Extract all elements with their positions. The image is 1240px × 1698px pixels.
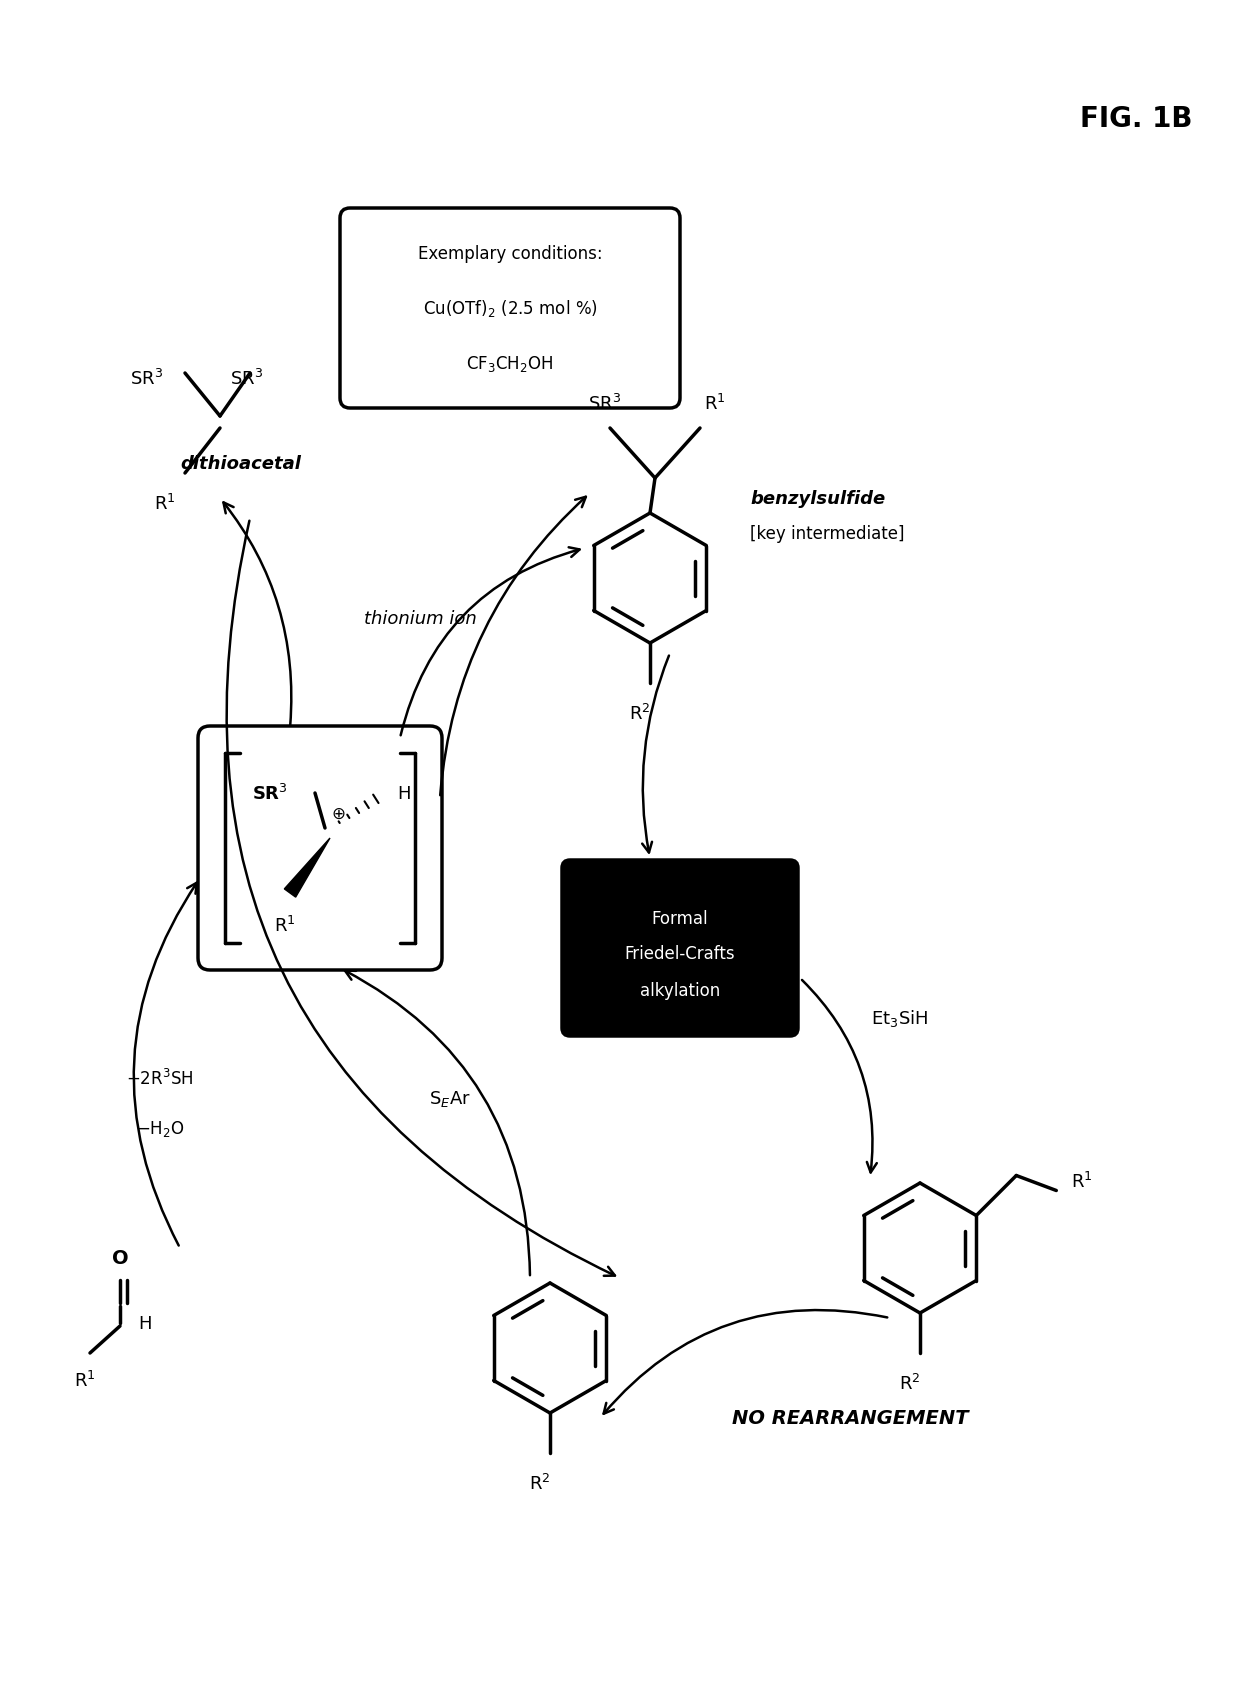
Text: SR$^3$: SR$^3$ [130, 368, 164, 389]
FancyBboxPatch shape [198, 727, 441, 971]
Text: O: O [112, 1248, 128, 1268]
Text: FIG. 1B: FIG. 1B [1080, 105, 1193, 132]
Polygon shape [284, 839, 330, 898]
Text: Et$_3$SiH: Et$_3$SiH [872, 1009, 929, 1029]
Text: R$^2$: R$^2$ [899, 1374, 921, 1394]
Text: alkylation: alkylation [640, 981, 720, 1000]
Text: H: H [138, 1314, 151, 1333]
Text: S$_E$Ar: S$_E$Ar [429, 1088, 471, 1109]
Text: thionium ion: thionium ion [363, 610, 476, 628]
Text: R$^2$: R$^2$ [629, 703, 651, 723]
Text: Exemplary conditions:: Exemplary conditions: [418, 245, 603, 263]
Text: SR$^3$: SR$^3$ [229, 368, 263, 389]
Text: R$^1$: R$^1$ [154, 494, 176, 514]
Text: [key intermediate]: [key intermediate] [750, 525, 904, 543]
Text: Formal: Formal [652, 910, 708, 927]
Text: CF$_3$CH$_2$OH: CF$_3$CH$_2$OH [466, 353, 554, 374]
Text: $-$H$_2$O: $-$H$_2$O [135, 1119, 185, 1138]
Text: +2R$^3$SH: +2R$^3$SH [126, 1068, 193, 1088]
Text: SR$^3$: SR$^3$ [589, 394, 621, 414]
Text: benzylsulfide: benzylsulfide [750, 489, 885, 508]
Text: NO REARRANGEMENT: NO REARRANGEMENT [732, 1409, 968, 1428]
Text: R$^2$: R$^2$ [529, 1474, 551, 1493]
Text: H: H [397, 784, 410, 803]
Text: Cu(OTf)$_2$ (2.5 mol %): Cu(OTf)$_2$ (2.5 mol %) [423, 299, 598, 319]
Text: R$^1$: R$^1$ [1071, 1170, 1092, 1190]
FancyBboxPatch shape [340, 209, 680, 409]
Text: Friedel-Crafts: Friedel-Crafts [625, 944, 735, 963]
Text: $\oplus$: $\oplus$ [331, 805, 345, 822]
Text: SR$^3$: SR$^3$ [252, 783, 288, 803]
Text: R$^1$: R$^1$ [704, 394, 725, 414]
Text: dithioacetal: dithioacetal [180, 455, 301, 472]
FancyBboxPatch shape [562, 861, 799, 1036]
Text: R$^1$: R$^1$ [74, 1370, 95, 1391]
Text: R$^1$: R$^1$ [274, 915, 296, 936]
